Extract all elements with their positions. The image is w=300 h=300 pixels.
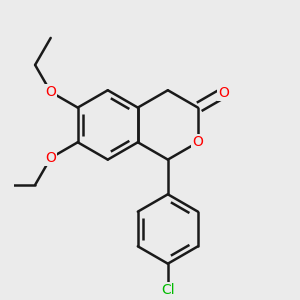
Text: O: O bbox=[218, 86, 229, 100]
Text: O: O bbox=[45, 151, 56, 165]
Text: O: O bbox=[45, 85, 56, 99]
Text: O: O bbox=[193, 135, 203, 149]
Text: Cl: Cl bbox=[161, 283, 175, 297]
